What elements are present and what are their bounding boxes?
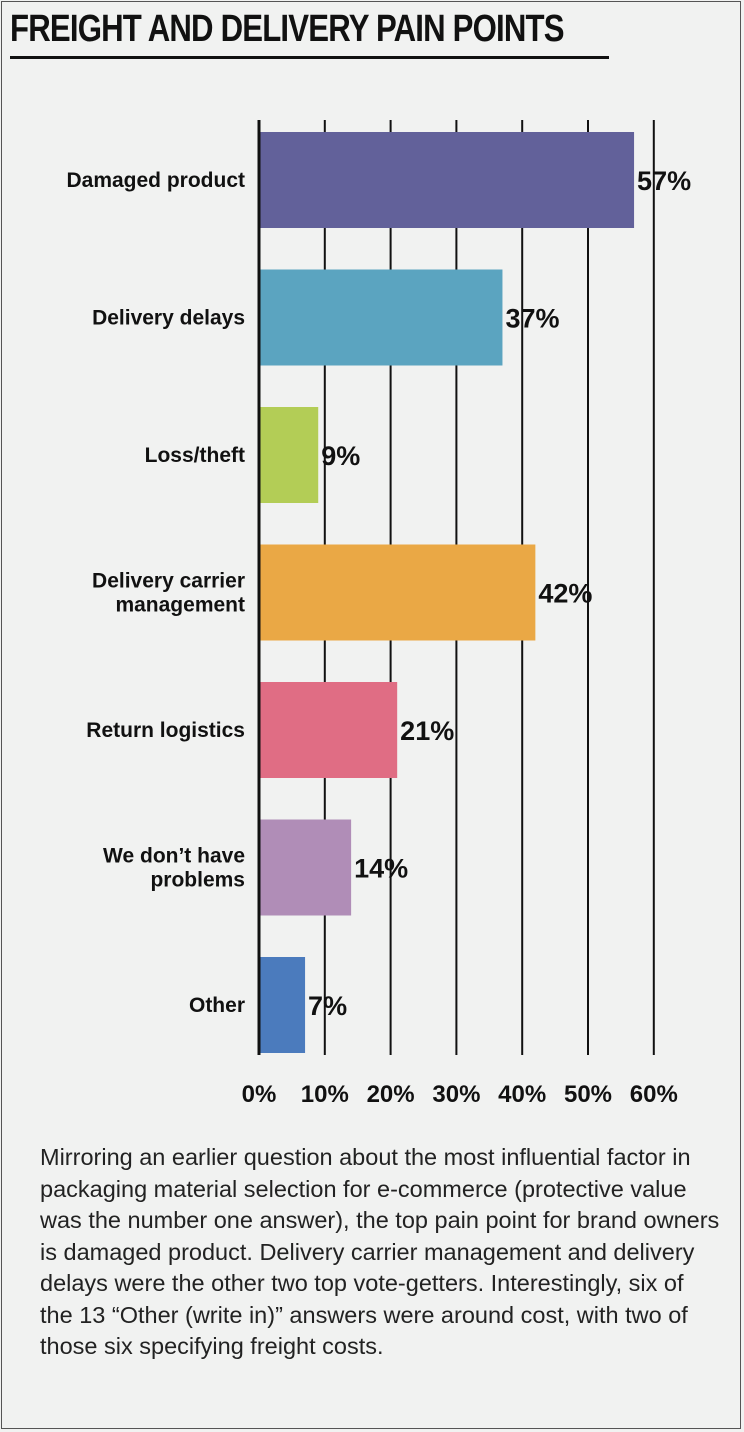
bar-3 [259,544,536,641]
x-tick-label-30: 30% [432,1081,480,1108]
bars [259,132,635,1053]
category-label-5: We don’t have problems [103,845,245,892]
value-label-0: 57% [637,166,691,196]
bar-1 [259,269,503,366]
x-tick-label-40: 40% [498,1081,546,1108]
title-underline [10,56,609,59]
caption-text: Mirroring an earlier question about the … [40,1144,720,1359]
x-tick-label-60: 60% [630,1081,678,1108]
x-tick-label-20: 20% [367,1081,415,1108]
category-label-6: Other [189,994,245,1017]
category-label-4: Return logistics [86,719,245,742]
category-label-1: Delivery delays [92,307,245,330]
value-label-2: 9% [321,441,360,471]
category-label-3: Delivery carrier management [92,570,245,617]
bar-2 [259,407,319,503]
bar-chart: Damaged product Delivery delays Loss/theft… [66,120,691,1108]
value-label-6: 7% [308,991,347,1021]
value-label-3: 42% [538,579,592,609]
bar-6 [259,957,306,1053]
value-label-4: 21% [400,716,454,746]
value-label-1: 37% [505,304,559,334]
bar-5 [259,819,352,916]
bar-0 [259,132,635,228]
chart-title: FREIGHT AND DELIVERY PAIN POINTS [10,8,565,50]
value-labels: 57% 37% 9% 42% 21% 14% 7% [308,166,691,1021]
category-labels: Damaged product Delivery delays Loss/theft… [66,169,245,1017]
category-label-0: Damaged product [66,169,245,192]
bar-4 [259,682,398,778]
x-tick-label-50: 50% [564,1081,612,1108]
x-tick-label-0: 0% [242,1081,277,1108]
x-tick-labels: 0% 10% 20% 30% 40% 50% 60% [242,1081,678,1108]
value-label-5: 14% [354,854,408,884]
x-tick-label-10: 10% [301,1081,349,1108]
category-label-2: Loss/theft [145,444,245,467]
